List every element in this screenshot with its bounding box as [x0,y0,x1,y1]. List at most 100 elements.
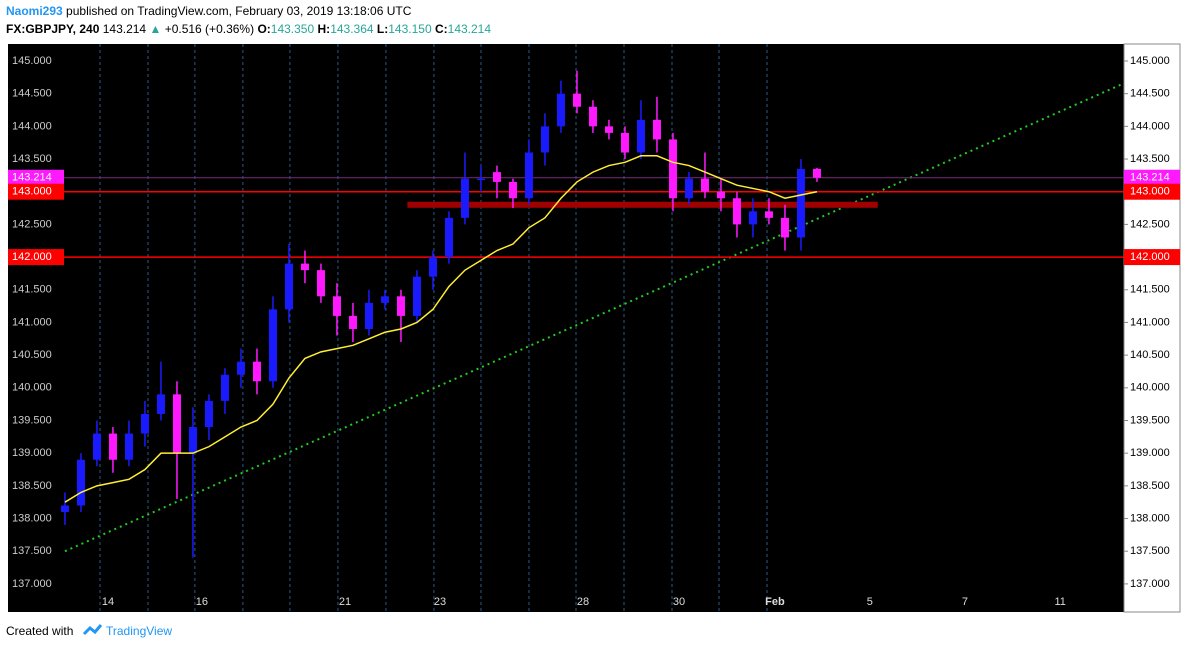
candle-body [380,296,389,303]
candle-body [604,126,613,133]
candle-body [780,217,789,238]
c-label: C: [435,22,448,36]
y-tick-label: 137.000 [12,578,52,590]
candle-body [220,374,229,401]
candle-body [156,394,165,414]
moving-average [64,155,818,503]
level-label: 143.214 [1130,172,1170,184]
y-tick-label: 144.000 [12,120,52,132]
arrow: ▲ [149,22,161,36]
candle-body [332,296,341,316]
candle-body [316,270,325,297]
level-tag [8,169,64,186]
level-tag [8,183,64,200]
candle-body [252,361,261,382]
x-tick-label: 28 [577,596,589,608]
x-tick-label: 16 [196,596,208,608]
y-tick-label: 143.500 [12,153,52,165]
candle-body [796,168,805,238]
svg-text:Naomi293 published on TradingV: Naomi293 published on TradingView.com, F… [6,4,412,18]
y-tick-label: 137.000 [1130,578,1170,590]
svg-text:FX:GBPJPY, 240 143.214 ▲ +0.51: FX:GBPJPY, 240 143.214 ▲ +0.516 (+0.36%)… [6,22,491,36]
brand[interactable]: TradingView [106,624,172,638]
x-tick-label: 7 [962,596,968,608]
level-tag [1124,169,1180,186]
candle-body [348,315,357,329]
y-tick-label: 137.500 [1130,545,1170,557]
low: 143.150 [388,22,432,36]
level-label: 142.000 [1130,251,1170,263]
candle-body [124,433,133,460]
x-tick-label: 21 [339,596,351,608]
y-tick-label: 137.500 [12,545,52,557]
candle-body [572,93,581,107]
candle-body [396,296,405,316]
y-tick-label: 138.000 [12,512,52,524]
y-tick-label: 145.000 [1130,55,1170,67]
trendline [64,82,1125,553]
y-tick-label: 139.000 [1130,447,1170,459]
close: 143.214 [448,22,492,36]
y-tick-label: 139.000 [12,447,52,459]
last: 143.214 [103,22,147,36]
plot-background [8,44,1124,612]
level-tag [1124,249,1180,266]
x-tick-label: 30 [673,596,685,608]
y-tick-label: 140.000 [12,382,52,394]
candle-body [412,276,421,316]
level-label: 142.000 [12,251,52,263]
h-label: H: [318,22,331,36]
y-tick-label: 141.500 [1130,284,1170,296]
candle-body [172,394,181,454]
candle-body [748,211,757,225]
high: 143.364 [330,22,374,36]
candle-body [732,198,741,225]
x-tick-label: 23 [434,596,446,608]
y-tick-label: 139.500 [1130,414,1170,426]
price-axis [1123,43,1181,613]
created-with: Created with [6,624,73,638]
candle-body [476,178,485,181]
l-label: L: [377,22,388,36]
candle-body [364,302,373,329]
author[interactable]: Naomi293 [6,4,63,18]
candle-body [188,427,197,454]
x-tick-label: 5 [867,596,873,608]
change: +0.516 (+0.36%) [165,22,254,36]
x-tick-label: Feb [765,596,785,608]
candle-body [636,119,645,153]
y-tick-label: 141.500 [12,284,52,296]
candle-body [236,361,245,375]
candle-body [652,119,661,140]
candle-body [92,433,101,460]
candle-body [204,400,213,428]
candle-body [540,126,549,153]
level-label: 143.000 [12,186,52,198]
level-label: 143.214 [12,172,52,184]
open: 143.350 [271,22,315,36]
candle-body [812,168,821,178]
candle-body [716,191,725,199]
y-tick-label: 141.000 [12,316,52,328]
y-tick-label: 138.500 [1130,480,1170,492]
candle-body [428,257,437,277]
candle-body [700,178,709,192]
y-tick-label: 143.500 [1130,153,1170,165]
candle-body [284,263,293,310]
level-label: 143.000 [1130,186,1170,198]
y-tick-label: 145.000 [12,55,52,67]
y-tick-label: 142.500 [12,218,52,230]
candle-body [60,505,69,512]
candle-body [492,172,501,182]
logo [82,624,103,636]
candle-body [76,459,85,506]
candle-body [556,93,565,127]
y-tick-label: 139.500 [12,414,52,426]
candle-body [684,178,693,199]
y-tick-label: 138.500 [12,480,52,492]
candle-body [460,178,469,218]
x-tick-label: 14 [102,596,114,608]
candle-body [668,139,677,199]
candle-body [444,217,453,258]
